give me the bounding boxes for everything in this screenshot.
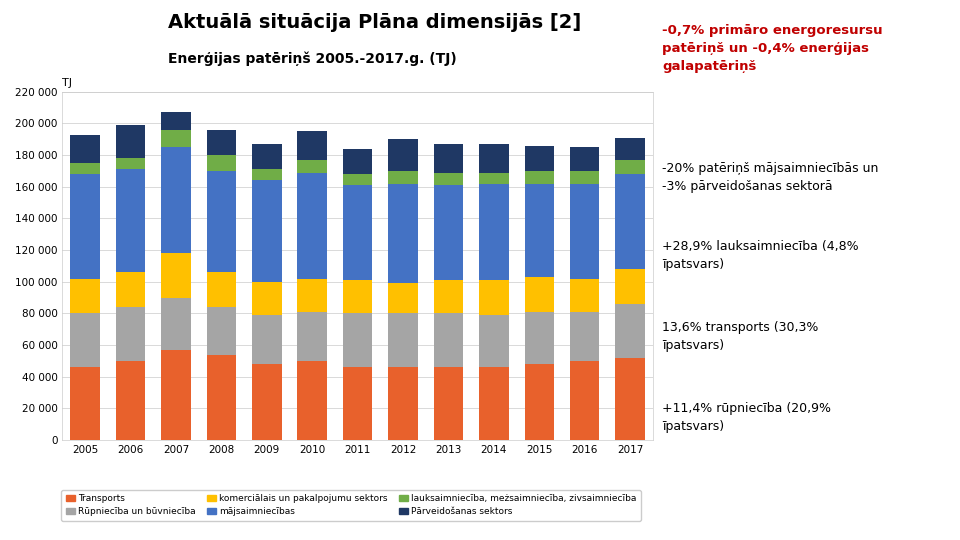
Bar bbox=[570, 312, 599, 361]
Bar bbox=[161, 298, 191, 350]
Bar bbox=[298, 279, 327, 312]
Bar bbox=[479, 315, 509, 367]
Bar bbox=[615, 358, 645, 440]
Bar bbox=[298, 361, 327, 440]
Bar bbox=[116, 272, 145, 307]
Bar bbox=[70, 313, 100, 367]
Bar bbox=[343, 185, 372, 280]
Legend: Transports, Rūpniecība un būvniecība, komerciālais un pakalpojumu sektors, mājsa: Transports, Rūpniecība un būvniecība, ko… bbox=[61, 490, 641, 521]
Bar bbox=[298, 160, 327, 173]
Bar bbox=[479, 144, 509, 173]
Bar bbox=[298, 131, 327, 160]
Bar bbox=[615, 304, 645, 358]
Bar bbox=[70, 134, 100, 163]
Bar bbox=[70, 279, 100, 313]
Bar bbox=[434, 367, 463, 440]
Bar bbox=[570, 184, 599, 279]
Bar bbox=[524, 364, 554, 440]
Bar bbox=[206, 130, 236, 155]
Bar bbox=[388, 284, 418, 313]
Text: -0,7% primāro energoresursu
patēriņš un -0,4% enerģijas
galapatēriņš: -0,7% primāro energoresursu patēriņš un … bbox=[662, 24, 883, 73]
Bar bbox=[252, 144, 281, 170]
Bar bbox=[343, 313, 372, 367]
Text: +11,4% rūpniecība (20,9%
īpatsvars): +11,4% rūpniecība (20,9% īpatsvars) bbox=[662, 402, 831, 433]
Bar bbox=[161, 350, 191, 440]
Bar bbox=[388, 367, 418, 440]
Bar bbox=[206, 171, 236, 272]
Bar bbox=[116, 158, 145, 170]
Bar bbox=[524, 277, 554, 312]
Bar bbox=[298, 173, 327, 279]
Bar bbox=[206, 355, 236, 440]
Bar bbox=[479, 280, 509, 315]
Text: +28,9% lauksaimniecība (4,8%
īpatsvars): +28,9% lauksaimniecība (4,8% īpatsvars) bbox=[662, 240, 859, 271]
Bar bbox=[343, 174, 372, 185]
Bar bbox=[615, 138, 645, 160]
Bar bbox=[70, 367, 100, 440]
Bar bbox=[615, 269, 645, 304]
Bar bbox=[434, 280, 463, 313]
Bar bbox=[252, 180, 281, 282]
Bar bbox=[343, 367, 372, 440]
Text: -20% patēriņš mājsaimniecībās un
-3% pārveidošanas sektorā: -20% patēriņš mājsaimniecībās un -3% pār… bbox=[662, 162, 878, 193]
Bar bbox=[524, 312, 554, 364]
Text: TJ: TJ bbox=[62, 78, 72, 89]
Text: Aktuālā situācija Plāna dimensijās [2]: Aktuālā situācija Plāna dimensijās [2] bbox=[168, 14, 581, 32]
Bar bbox=[570, 147, 599, 171]
Bar bbox=[161, 147, 191, 253]
Bar bbox=[615, 160, 645, 174]
Bar bbox=[479, 184, 509, 280]
Bar bbox=[206, 307, 236, 355]
Text: Enerģijas patēriņš 2005.-2017.g. (TJ): Enerģijas patēriņš 2005.-2017.g. (TJ) bbox=[168, 51, 457, 66]
Bar bbox=[524, 184, 554, 277]
Bar bbox=[388, 313, 418, 367]
Bar bbox=[434, 144, 463, 173]
Bar bbox=[70, 163, 100, 174]
Bar bbox=[479, 367, 509, 440]
Bar bbox=[388, 171, 418, 184]
Text: 13,6% transports (30,3%
īpatsvars): 13,6% transports (30,3% īpatsvars) bbox=[662, 321, 819, 352]
Bar bbox=[252, 282, 281, 315]
Bar bbox=[252, 170, 281, 180]
Bar bbox=[570, 361, 599, 440]
Bar bbox=[434, 173, 463, 185]
Bar bbox=[615, 174, 645, 269]
Bar bbox=[116, 170, 145, 272]
Bar bbox=[434, 313, 463, 367]
Bar bbox=[570, 171, 599, 184]
Bar bbox=[161, 253, 191, 298]
Bar bbox=[524, 171, 554, 184]
Bar bbox=[343, 149, 372, 174]
Bar bbox=[70, 174, 100, 279]
Bar bbox=[116, 361, 145, 440]
Bar bbox=[479, 173, 509, 184]
Bar bbox=[206, 155, 236, 171]
Bar bbox=[343, 280, 372, 313]
Bar bbox=[206, 272, 236, 307]
Bar bbox=[434, 185, 463, 280]
Bar bbox=[116, 307, 145, 361]
Bar bbox=[116, 125, 145, 158]
Bar bbox=[161, 112, 191, 130]
Bar bbox=[570, 279, 599, 312]
Bar bbox=[252, 364, 281, 440]
Bar bbox=[388, 139, 418, 171]
Bar bbox=[161, 130, 191, 147]
Bar bbox=[524, 146, 554, 171]
Bar bbox=[252, 315, 281, 364]
Bar bbox=[298, 312, 327, 361]
Bar bbox=[388, 184, 418, 284]
